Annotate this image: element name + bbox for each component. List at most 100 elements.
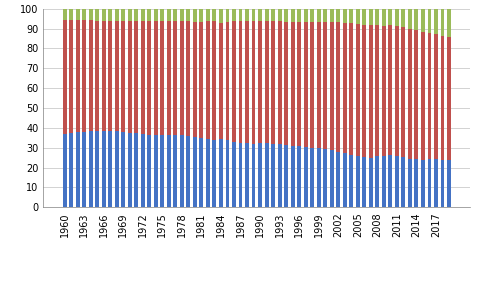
Bar xyxy=(167,9,171,20)
Bar xyxy=(375,9,379,24)
Bar xyxy=(284,145,288,207)
Bar xyxy=(186,136,191,207)
Bar xyxy=(219,139,223,207)
Bar xyxy=(115,20,119,131)
Bar xyxy=(154,9,158,20)
Bar xyxy=(245,20,249,143)
Bar xyxy=(441,37,444,160)
Bar xyxy=(226,22,229,140)
Bar xyxy=(62,9,67,20)
Bar xyxy=(95,20,99,131)
Bar xyxy=(69,20,73,133)
Bar xyxy=(108,20,112,131)
Bar xyxy=(297,22,301,146)
Bar xyxy=(271,9,275,20)
Bar xyxy=(76,132,80,207)
Bar xyxy=(141,20,145,134)
Bar xyxy=(428,159,432,207)
Bar xyxy=(415,31,419,159)
Bar xyxy=(388,24,392,155)
Bar xyxy=(108,131,112,207)
Bar xyxy=(160,9,164,20)
Bar xyxy=(356,156,360,207)
Bar xyxy=(395,156,399,207)
Bar xyxy=(447,37,451,160)
Bar xyxy=(200,9,204,22)
Bar xyxy=(401,26,406,157)
Bar xyxy=(336,152,340,207)
Bar xyxy=(277,144,282,207)
Bar xyxy=(258,9,262,20)
Bar xyxy=(89,131,93,207)
Bar xyxy=(128,133,132,207)
Bar xyxy=(441,9,444,37)
Bar xyxy=(252,144,255,207)
Bar xyxy=(349,9,353,22)
Bar xyxy=(421,9,425,33)
Bar xyxy=(349,155,353,207)
Bar xyxy=(95,131,99,207)
Bar xyxy=(102,9,106,20)
Bar xyxy=(441,160,444,207)
Bar xyxy=(180,20,184,135)
Bar xyxy=(186,20,191,136)
Bar xyxy=(147,20,151,135)
Bar xyxy=(408,29,412,159)
Bar xyxy=(415,159,419,207)
Bar xyxy=(193,137,197,207)
Bar xyxy=(167,135,171,207)
Bar xyxy=(62,20,67,134)
Bar xyxy=(421,33,425,160)
Bar xyxy=(219,9,223,22)
Bar xyxy=(167,20,171,135)
Bar xyxy=(69,133,73,207)
Bar xyxy=(128,20,132,133)
Bar xyxy=(173,9,177,20)
Bar xyxy=(415,9,419,31)
Bar xyxy=(401,9,406,26)
Bar xyxy=(173,20,177,135)
Bar xyxy=(369,9,373,24)
Bar xyxy=(121,9,125,20)
Bar xyxy=(213,140,216,207)
Bar xyxy=(421,160,425,207)
Bar xyxy=(375,156,379,207)
Bar xyxy=(206,139,210,207)
Bar xyxy=(76,9,80,20)
Bar xyxy=(239,9,242,20)
Bar xyxy=(310,9,314,22)
Bar xyxy=(343,9,347,22)
Bar xyxy=(193,22,197,137)
Bar xyxy=(317,148,321,207)
Bar xyxy=(121,20,125,132)
Bar xyxy=(213,20,216,140)
Bar xyxy=(382,156,386,207)
Bar xyxy=(336,9,340,22)
Bar xyxy=(382,26,386,156)
Bar xyxy=(160,135,164,207)
Bar xyxy=(264,20,268,143)
Bar xyxy=(317,22,321,148)
Bar xyxy=(219,22,223,139)
Bar xyxy=(239,20,242,143)
Bar xyxy=(323,9,327,22)
Bar xyxy=(121,132,125,207)
Bar xyxy=(304,147,308,207)
Bar xyxy=(232,9,236,20)
Bar xyxy=(134,133,138,207)
Bar xyxy=(154,135,158,207)
Bar xyxy=(395,26,399,156)
Bar xyxy=(108,9,112,20)
Bar xyxy=(428,9,432,33)
Bar xyxy=(160,20,164,135)
Bar xyxy=(369,24,373,158)
Bar xyxy=(95,9,99,20)
Bar xyxy=(252,20,255,144)
Bar xyxy=(362,9,366,24)
Bar xyxy=(62,134,67,207)
Bar xyxy=(154,20,158,135)
Bar xyxy=(271,20,275,144)
Bar xyxy=(82,132,86,207)
Bar xyxy=(330,150,334,207)
Bar xyxy=(343,153,347,207)
